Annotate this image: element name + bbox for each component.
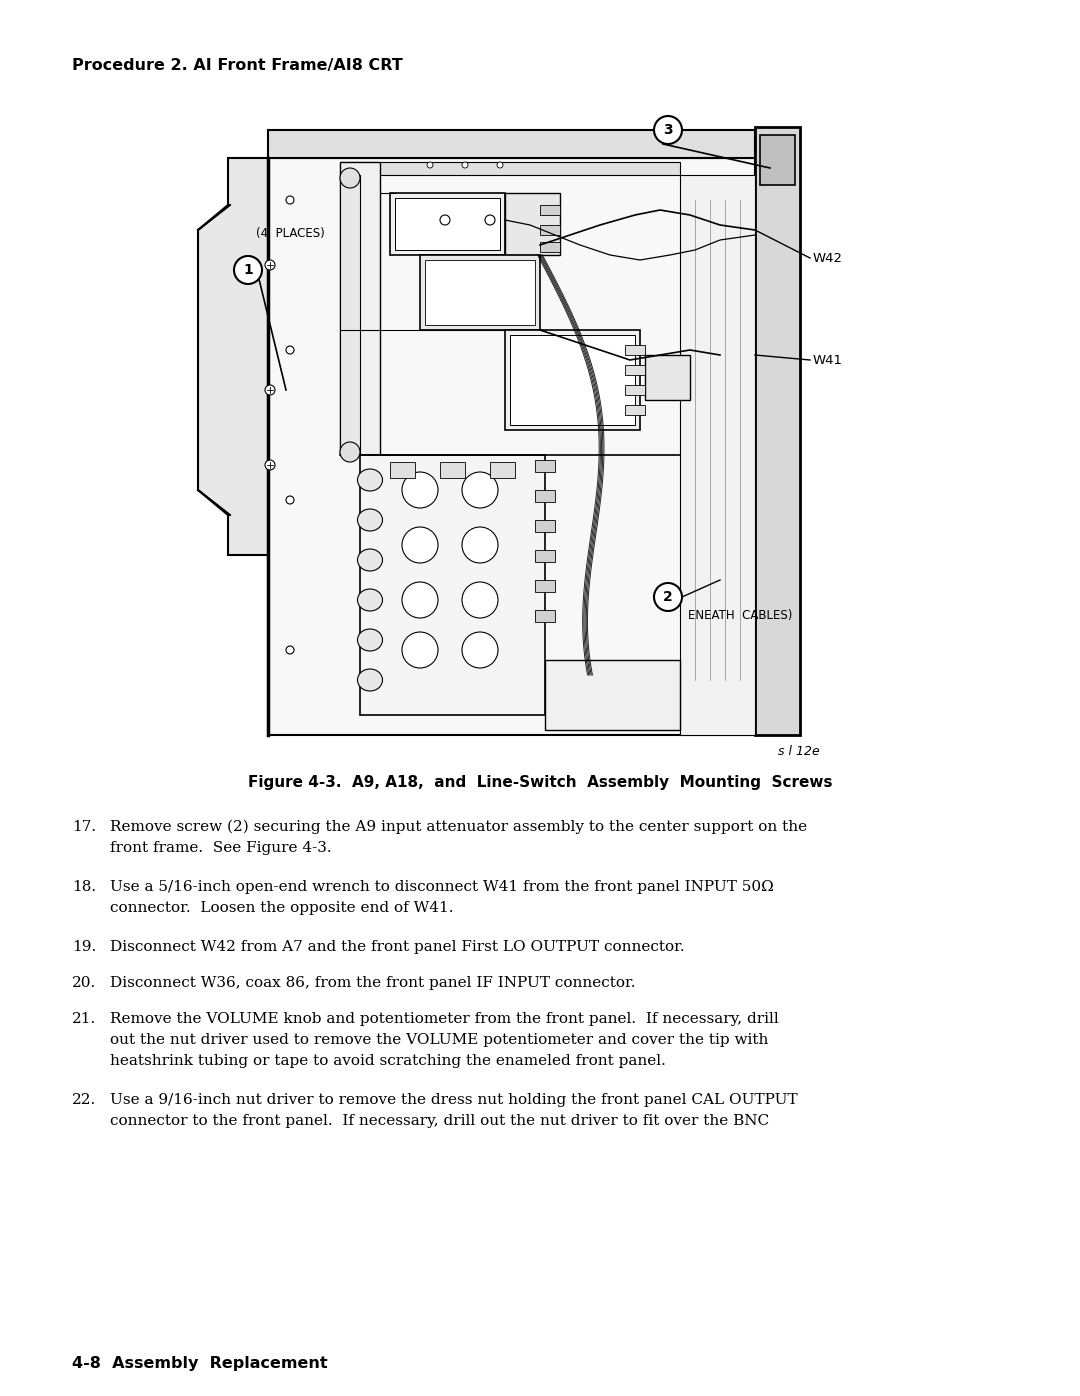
Bar	[755, 127, 800, 736]
Ellipse shape	[357, 589, 382, 611]
Circle shape	[462, 582, 498, 618]
Text: W42: W42	[813, 251, 843, 264]
Ellipse shape	[357, 549, 382, 571]
Text: front frame.  See Figure 4-3.: front frame. See Figure 4-3.	[110, 840, 332, 854]
Bar	[625, 385, 645, 395]
Ellipse shape	[357, 630, 382, 651]
Circle shape	[286, 346, 294, 355]
Text: 19.: 19.	[72, 940, 96, 953]
Circle shape	[265, 385, 275, 395]
Circle shape	[402, 632, 438, 669]
Bar	[535, 550, 555, 563]
Text: Disconnect W42 from A7 and the front panel First LO OUTPUT connector.: Disconnect W42 from A7 and the front pan…	[110, 940, 685, 953]
Bar	[760, 135, 795, 186]
Text: 17.: 17.	[72, 819, 96, 833]
Bar	[390, 462, 415, 477]
Text: 22.: 22.	[72, 1093, 96, 1107]
Circle shape	[462, 632, 498, 669]
Circle shape	[265, 260, 275, 269]
Text: 20.: 20.	[72, 976, 96, 990]
Circle shape	[654, 584, 681, 611]
Circle shape	[427, 162, 433, 168]
Text: Disconnect W36, coax 86, from the front panel IF INPUT connector.: Disconnect W36, coax 86, from the front …	[110, 976, 635, 990]
Bar	[625, 364, 645, 376]
Text: 18.: 18.	[72, 879, 96, 893]
Text: 3: 3	[663, 123, 673, 137]
Bar	[420, 255, 540, 329]
Circle shape	[402, 472, 438, 508]
Text: 2: 2	[663, 591, 673, 604]
Bar	[680, 174, 755, 736]
Ellipse shape	[357, 510, 382, 530]
Bar	[268, 130, 755, 158]
Bar	[535, 610, 555, 623]
Bar	[625, 405, 645, 415]
Text: heatshrink tubing or tape to avoid scratching the enameled front panel.: heatshrink tubing or tape to avoid scrat…	[110, 1054, 666, 1068]
Circle shape	[402, 582, 438, 618]
Bar	[625, 345, 645, 355]
Bar	[505, 193, 561, 255]
Circle shape	[340, 443, 360, 462]
Ellipse shape	[357, 469, 382, 491]
Circle shape	[265, 461, 275, 470]
Text: 4-8  Assembly  Replacement: 4-8 Assembly Replacement	[72, 1356, 327, 1371]
Bar	[510, 335, 635, 424]
Bar	[490, 462, 515, 477]
Bar	[440, 462, 465, 477]
Circle shape	[286, 646, 294, 653]
Circle shape	[485, 215, 495, 225]
Ellipse shape	[357, 669, 382, 691]
Text: Use a 5/16-inch open-end wrench to disconnect W41 from the front panel INPUT 50Ω: Use a 5/16-inch open-end wrench to disco…	[110, 879, 773, 893]
Bar	[340, 162, 680, 174]
Text: ENEATH  CABLES): ENEATH CABLES)	[688, 609, 793, 623]
Text: connector.  Loosen the opposite end of W41.: connector. Loosen the opposite end of W4…	[110, 900, 454, 914]
Text: out the nut driver used to remove the VOLUME potentiometer and cover the tip wit: out the nut driver used to remove the VO…	[110, 1033, 768, 1047]
Circle shape	[286, 195, 294, 204]
Text: Remove the VOLUME knob and potentiometer from the front panel.  If necessary, dr: Remove the VOLUME knob and potentiometer…	[110, 1012, 779, 1026]
Bar	[540, 205, 561, 215]
Text: Remove screw (2) securing the A9 input attenuator assembly to the center support: Remove screw (2) securing the A9 input a…	[110, 819, 807, 835]
Bar	[268, 158, 755, 736]
Bar	[540, 242, 561, 253]
Bar	[535, 490, 555, 503]
Bar	[390, 193, 505, 255]
Bar	[395, 198, 500, 250]
Polygon shape	[198, 158, 268, 556]
Circle shape	[497, 162, 503, 168]
Circle shape	[234, 255, 262, 283]
Circle shape	[462, 162, 468, 168]
Text: connector to the front panel.  If necessary, drill out the nut driver to fit ove: connector to the front panel. If necessa…	[110, 1114, 769, 1128]
Bar	[535, 579, 555, 592]
Bar	[340, 162, 380, 455]
Text: s l 12e: s l 12e	[779, 745, 820, 758]
Circle shape	[286, 496, 294, 504]
Circle shape	[462, 472, 498, 508]
Bar	[535, 519, 555, 532]
Circle shape	[462, 528, 498, 563]
Text: Figure 4-3.  A9, A18,  and  Line-Switch  Assembly  Mounting  Screws: Figure 4-3. A9, A18, and Line-Switch Ass…	[247, 775, 833, 790]
Bar	[360, 455, 545, 715]
Text: W41: W41	[813, 353, 843, 367]
Circle shape	[402, 528, 438, 563]
Bar	[505, 329, 640, 430]
Bar	[540, 225, 561, 235]
Bar	[645, 355, 690, 401]
Text: 1: 1	[243, 262, 253, 276]
Bar	[340, 174, 360, 455]
Bar	[545, 660, 680, 730]
Circle shape	[340, 168, 360, 188]
Bar	[535, 461, 555, 472]
Text: Use a 9/16-inch nut driver to remove the dress nut holding the front panel CAL O: Use a 9/16-inch nut driver to remove the…	[110, 1093, 798, 1107]
Circle shape	[440, 215, 450, 225]
Text: 21.: 21.	[72, 1012, 96, 1026]
Text: Procedure 2. AI Front Frame/AI8 CRT: Procedure 2. AI Front Frame/AI8 CRT	[72, 59, 403, 73]
Circle shape	[654, 116, 681, 144]
Text: (4  PLACES): (4 PLACES)	[256, 228, 325, 240]
Bar	[426, 260, 535, 325]
